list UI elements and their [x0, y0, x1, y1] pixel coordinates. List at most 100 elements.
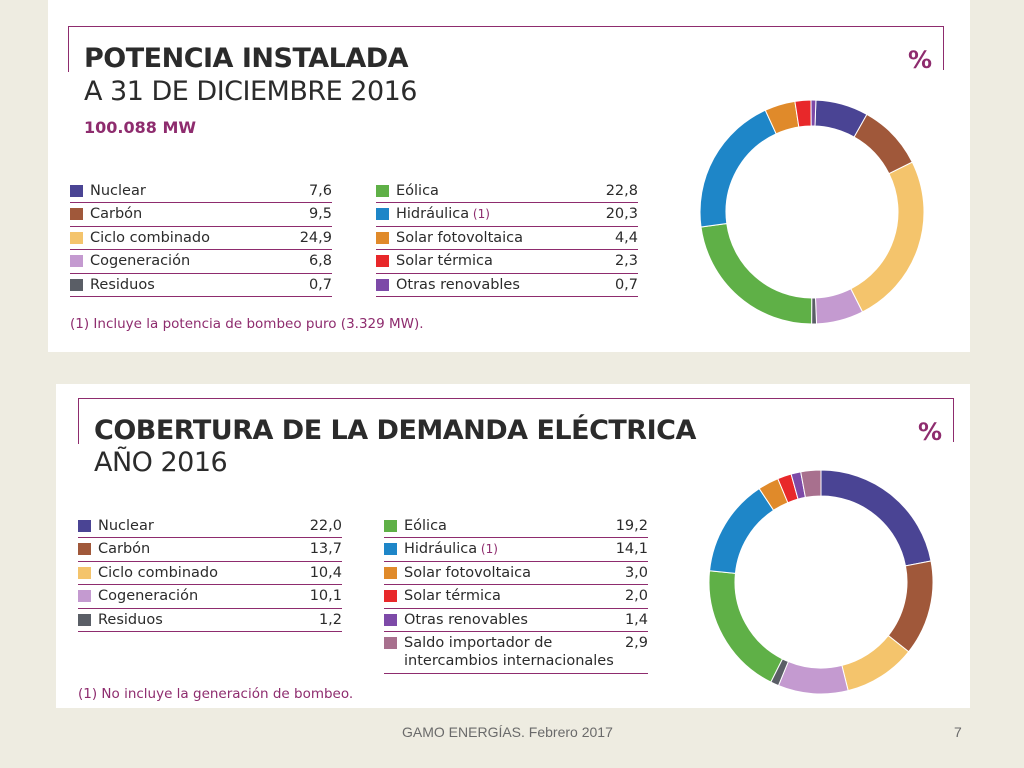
footer-text: GAMO ENERGÍAS. Febrero 2017 [402, 724, 613, 740]
legend-label: Saldo importador de intercambios interna… [404, 634, 614, 669]
legend-item-solar-termica: Solar térmica 2,0 [384, 585, 648, 609]
percent-unit: % [908, 46, 933, 74]
legend-swatch [384, 520, 397, 532]
legend-item-residuos: Residuos 0,7 [70, 274, 332, 297]
legend-label: Nuclear [90, 183, 146, 199]
legend-item-cogeneracion: Cogeneración 10,1 [78, 585, 342, 609]
legend-value: 1,4 [624, 611, 648, 628]
legend-item-ciclo-combinado: Ciclo combinado 10,4 [78, 562, 342, 586]
legend-label: Solar térmica [396, 253, 493, 270]
legend-label: Solar fotovoltaica [396, 229, 524, 246]
legend-swatch [376, 185, 389, 197]
legend-item-nuclear: Nuclear 22,0 [78, 515, 342, 539]
legend-value: 19,2 [615, 518, 648, 534]
legend-swatch [78, 520, 91, 532]
slice-ciclo-combinado [850, 161, 925, 313]
legend-swatch [384, 636, 397, 649]
legend-value: 2,9 [624, 634, 648, 651]
percent-unit: % [918, 418, 943, 446]
slice-carbon [853, 113, 913, 175]
legend-swatch [384, 590, 397, 603]
legend-item-carbon: Carbón 9,5 [70, 203, 332, 227]
legend-value: 22,8 [605, 183, 638, 199]
legend-item-hidraulica: Hidráulica (1) 20,3 [376, 203, 638, 227]
legend-right: Eólica 19,2 Hidráulica (1) 14,1 Solar fotovo… [384, 515, 648, 674]
slice-saldo-importador-de-intercambios-internacionales [800, 469, 822, 499]
chart-subtitle: AÑO 2016 [94, 447, 228, 478]
slice-cogeneracion [777, 660, 849, 695]
legend-item-solar-fotovoltaica: Solar fotovoltaica 4,4 [376, 227, 638, 251]
legend-value: 3,0 [624, 564, 648, 581]
legend-label: Ciclo combinado [90, 229, 210, 246]
legend-swatch [384, 566, 397, 579]
legend-value: 0,7 [614, 276, 638, 293]
title-frame [78, 398, 954, 473]
legend-value: 6,8 [308, 253, 332, 270]
slice-hidraulica [709, 487, 775, 574]
legend-swatch [78, 566, 91, 579]
slice-otras-renovables [810, 99, 817, 127]
slice-nuclear [820, 469, 932, 567]
legend-swatch [376, 255, 389, 268]
legend-label: Residuos [98, 611, 163, 628]
legend-swatch [376, 231, 389, 244]
footnote: (1) No incluye la generación de bombeo. [78, 686, 354, 702]
legend-value: 2,0 [624, 588, 648, 605]
legend-value: 24,9 [299, 229, 332, 246]
legend-swatch [70, 278, 83, 291]
legend-swatch [70, 208, 83, 221]
slice-hidraulica [699, 109, 777, 228]
legend-item-eolica: Eólica 22,8 [376, 180, 638, 204]
legend-value: 1,2 [318, 611, 342, 628]
legend-swatch [384, 613, 397, 626]
donut-chart [699, 99, 925, 325]
slice-carbon [887, 560, 934, 653]
legend-label: Otras renovables [396, 276, 520, 293]
legend-label: Cogeneración [98, 588, 199, 605]
legend-swatch [78, 590, 91, 603]
footnote-marker: (1) [477, 542, 498, 557]
legend-value: 0,7 [308, 276, 332, 293]
legend-swatch [384, 543, 397, 556]
donut-chart [708, 469, 934, 695]
legend-swatch [70, 231, 83, 244]
legend-label: Nuclear [98, 518, 154, 534]
legend-swatch [70, 255, 83, 268]
legend-label: Eólica [404, 518, 447, 534]
slice-eolica [700, 222, 813, 325]
footnote: (1) Incluye la potencia de bombeo puro (… [70, 316, 424, 332]
legend-label: Residuos [90, 276, 155, 293]
slice-eolica [708, 570, 784, 683]
legend-label: Ciclo combinado [98, 564, 218, 581]
chart-title: COBERTURA DE LA DEMANDA ELÉCTRICA [94, 415, 696, 446]
legend-value: 20,3 [605, 206, 638, 223]
legend-item-solar-termica: Solar térmica 2,3 [376, 250, 638, 274]
legend-label: Eólica [396, 183, 439, 199]
legend-item-ciclo-combinado: Ciclo combinado 24,9 [70, 227, 332, 251]
legend-item-nuclear: Nuclear 7,6 [70, 180, 332, 204]
slice-ciclo-combinado [841, 634, 910, 692]
legend-item-otras-renovables: Otras renovables 0,7 [376, 274, 638, 297]
installed-capacity-panel: POTENCIA INSTALADA A 31 DE DICIEMBRE 201… [48, 0, 970, 352]
legend-item-saldo-importador-de-intercambios-internacionales: Saldo importador de intercambios interna… [384, 632, 648, 674]
legend-item-eolica: Eólica 19,2 [384, 515, 648, 539]
legend-item-otras-renovables: Otras renovables 1,4 [384, 609, 648, 632]
legend-item-cogeneracion: Cogeneración 6,8 [70, 250, 332, 274]
legend-label: Hidráulica (1) [396, 206, 490, 223]
demand-coverage-panel: COBERTURA DE LA DEMANDA ELÉCTRICA AÑO 20… [56, 384, 970, 708]
legend-label: Otras renovables [404, 611, 528, 628]
legend-label: Carbón [90, 206, 143, 223]
legend-value: 7,6 [308, 183, 332, 199]
legend-swatch [376, 208, 389, 221]
footnote-marker: (1) [469, 207, 490, 222]
legend-label: Solar fotovoltaica [404, 564, 532, 581]
legend-value: 22,0 [309, 518, 342, 534]
legend-value: 10,4 [309, 564, 342, 581]
slice-residuos [811, 297, 818, 325]
legend-swatch [70, 185, 83, 197]
legend-label: Solar térmica [404, 588, 501, 605]
legend-value: 2,3 [614, 253, 638, 270]
legend-item-solar-fotovoltaica: Solar fotovoltaica 3,0 [384, 562, 648, 586]
legend-item-carbon: Carbón 13,7 [78, 538, 342, 562]
legend-label: Carbón [98, 541, 151, 558]
